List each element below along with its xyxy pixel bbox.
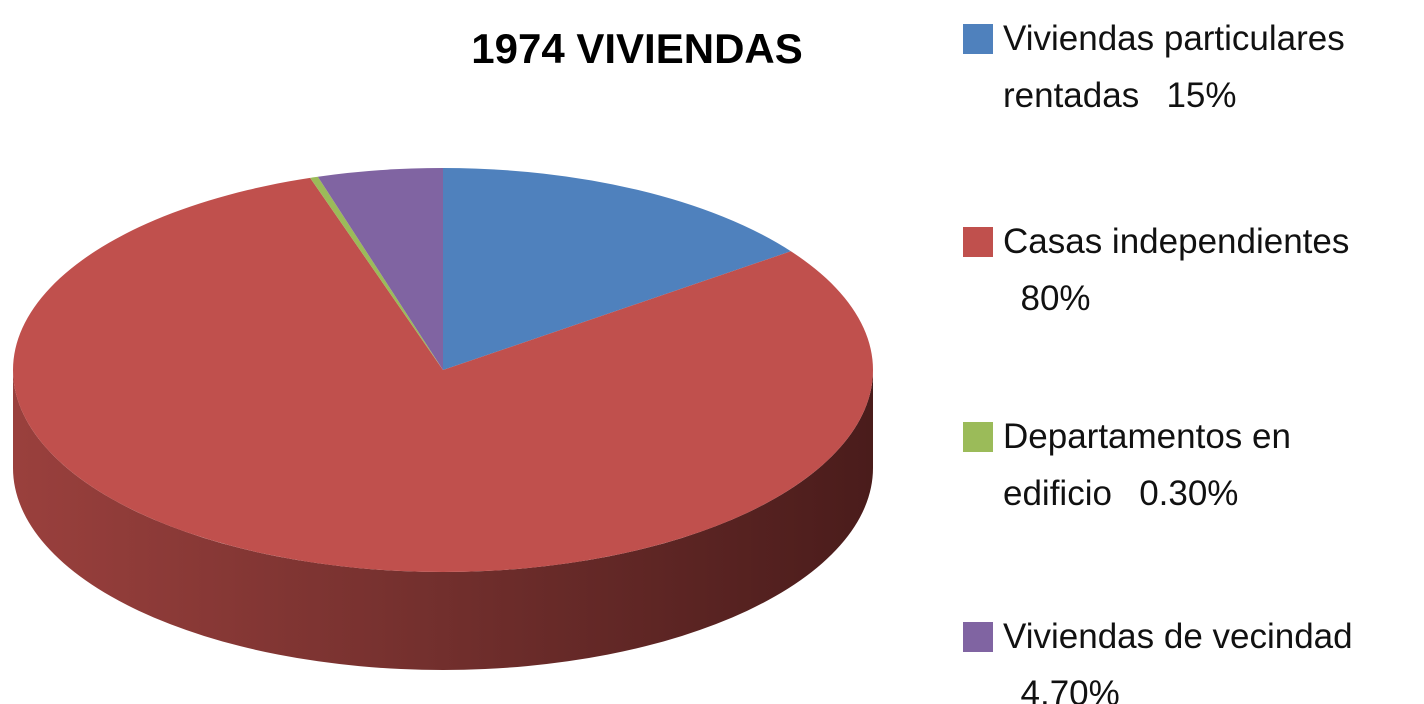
legend-entry: Departamentos en edificio 0.30%	[963, 408, 1413, 522]
legend-entry: Viviendas de vecindad 4.70%	[963, 608, 1413, 704]
legend-swatch	[963, 24, 993, 54]
legend-swatch	[963, 622, 993, 652]
legend-text: Casas independientes 80%	[1003, 213, 1403, 327]
legend-label: Viviendas particulares rentadas	[1003, 19, 1345, 115]
legend-value: 80%	[1020, 279, 1091, 318]
pie-slice	[443, 168, 791, 370]
pie-slice	[12, 177, 873, 572]
pie-side	[13, 370, 873, 670]
legend-swatch	[963, 422, 993, 452]
legend-text: Viviendas particulares rentadas 15%	[1003, 10, 1403, 124]
legend-text: Viviendas de vecindad 4.70%	[1003, 608, 1403, 704]
legend-entry: Casas independientes 80%	[963, 213, 1413, 327]
chart-title: 1974 VIVIENDAS	[471, 25, 803, 72]
legend-value: 15%	[1166, 76, 1237, 115]
legend-label: Casas independientes	[1003, 222, 1350, 261]
legend-entry: Viviendas particulares rentadas 15%	[963, 10, 1413, 124]
legend-label: Departamentos en edificio	[1003, 417, 1291, 513]
pie-slice	[310, 176, 443, 370]
legend-value: 0.30%	[1139, 474, 1239, 513]
pie-slice	[317, 168, 443, 370]
legend-swatch	[963, 227, 993, 257]
legend-label: Viviendas de vecindad	[1003, 617, 1353, 656]
legend-text: Departamentos en edificio 0.30%	[1003, 408, 1403, 522]
legend-value: 4.70%	[1020, 674, 1120, 704]
